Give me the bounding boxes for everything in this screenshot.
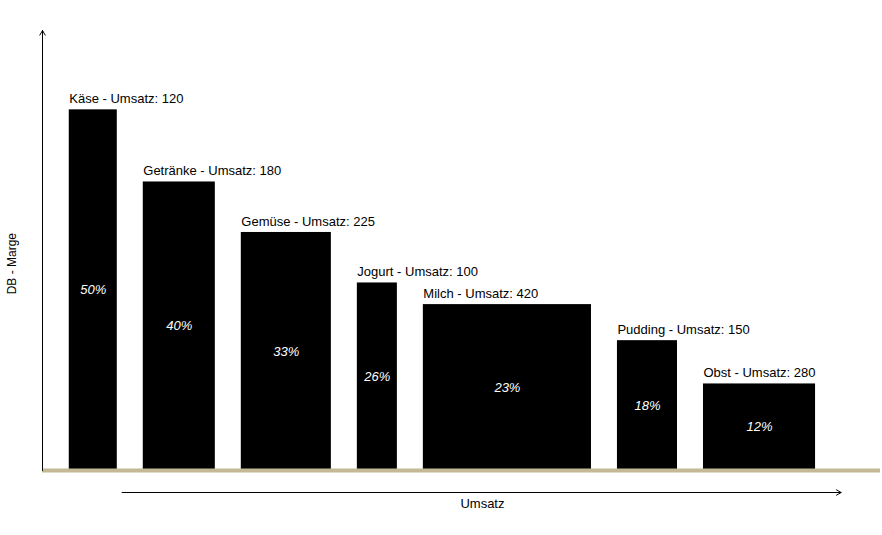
svg-text:33%: 33% bbox=[273, 344, 299, 359]
svg-text:Pudding - Umsatz: 150: Pudding - Umsatz: 150 bbox=[617, 322, 749, 337]
svg-text:23%: 23% bbox=[493, 380, 520, 395]
svg-text:Getränke - Umsatz: 180: Getränke - Umsatz: 180 bbox=[143, 163, 281, 178]
svg-text:Käse - Umsatz: 120: Käse - Umsatz: 120 bbox=[69, 91, 183, 106]
svg-text:Jogurt - Umsatz: 100: Jogurt - Umsatz: 100 bbox=[357, 264, 478, 279]
svg-text:18%: 18% bbox=[634, 398, 660, 413]
svg-text:Milch - Umsatz: 420: Milch - Umsatz: 420 bbox=[423, 286, 538, 301]
svg-text:50%: 50% bbox=[80, 282, 106, 297]
svg-text:Obst - Umsatz: 280: Obst - Umsatz: 280 bbox=[703, 365, 815, 380]
svg-text:40%: 40% bbox=[166, 318, 192, 333]
svg-text:Gemüse - Umsatz: 225: Gemüse - Umsatz: 225 bbox=[241, 214, 375, 229]
svg-text:26%: 26% bbox=[363, 369, 390, 384]
svg-text:12%: 12% bbox=[746, 419, 772, 434]
svg-text:DB - Marge: DB - Marge bbox=[5, 233, 19, 295]
svg-text:Umsatz: Umsatz bbox=[460, 496, 504, 511]
